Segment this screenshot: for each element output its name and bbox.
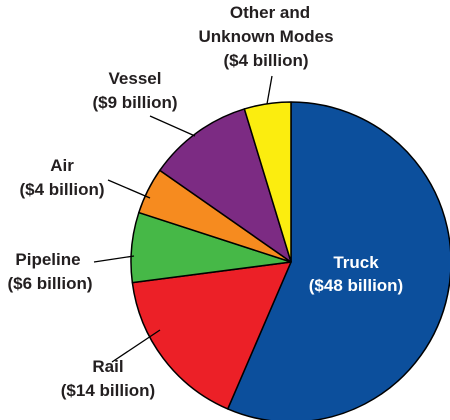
other-label-value: ($4 billion) bbox=[224, 51, 309, 70]
other-label-line2: Unknown Modes bbox=[198, 27, 333, 46]
pie-slices bbox=[130, 101, 450, 420]
air-label-value: ($4 billion) bbox=[20, 180, 105, 199]
pipeline-label-value: ($6 billion) bbox=[8, 274, 93, 293]
truck-label-value: ($48 billion) bbox=[309, 276, 403, 295]
leader-line-air bbox=[107, 179, 151, 199]
vessel-label-name: Vessel bbox=[109, 69, 162, 88]
slice-label-rail: Rail ($14 billion) bbox=[61, 357, 155, 400]
slice-label-other: Other and Unknown Modes ($4 billion) bbox=[198, 3, 333, 70]
slice-label-truck: Truck ($48 billion) bbox=[309, 253, 403, 295]
leader-lines bbox=[93, 75, 273, 363]
slice-label-air: Air ($4 billion) bbox=[20, 156, 105, 199]
slice-label-pipeline: Pipeline ($6 billion) bbox=[8, 250, 93, 293]
other-label-line1: Other and bbox=[230, 3, 310, 22]
rail-label-name: Rail bbox=[92, 357, 123, 376]
pipeline-label-name: Pipeline bbox=[15, 250, 80, 269]
pie-slice-truck bbox=[226, 101, 450, 420]
leader-line-rail bbox=[111, 329, 161, 363]
rail-label-value: ($14 billion) bbox=[61, 381, 155, 400]
pie-slice-vessel bbox=[159, 108, 292, 263]
vessel-label-value: ($9 billion) bbox=[93, 93, 178, 112]
leader-line-other bbox=[266, 75, 273, 105]
pie-slice-rail bbox=[131, 261, 292, 410]
air-label-name: Air bbox=[50, 156, 74, 175]
leader-line-vessel bbox=[149, 115, 196, 137]
truck-label-name: Truck bbox=[333, 253, 379, 272]
leader-line-pipeline bbox=[93, 255, 135, 263]
slice-label-vessel: Vessel ($9 billion) bbox=[93, 69, 178, 112]
